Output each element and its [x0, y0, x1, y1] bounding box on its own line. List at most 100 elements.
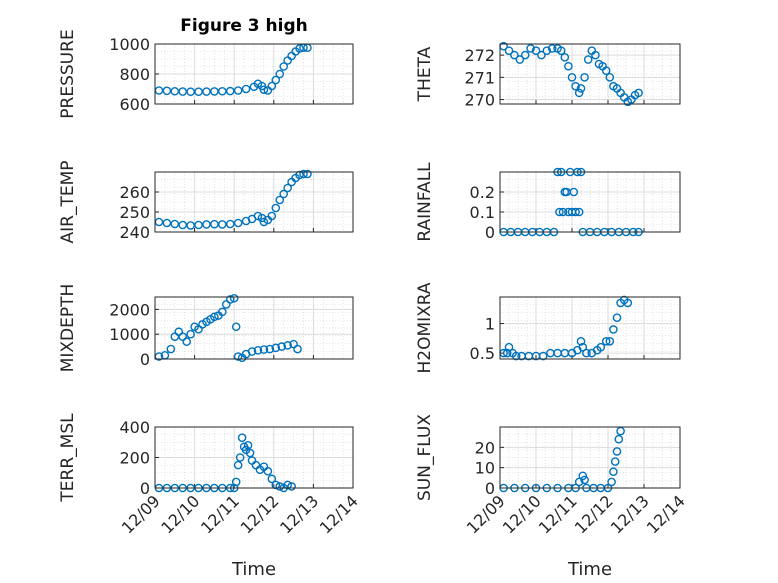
data-point [233, 86, 243, 95]
y-tick-label: 600 [119, 95, 150, 114]
data-point [504, 46, 514, 55]
data-point [538, 351, 548, 361]
y-axis-label: PRESSURE [58, 29, 78, 118]
data-point [526, 44, 535, 53]
data-point [271, 75, 281, 85]
data-point [275, 482, 285, 491]
data-point [218, 307, 227, 317]
data-point [225, 219, 235, 229]
y-axis-label: H2OMIXRA [415, 282, 435, 373]
data-point [634, 88, 643, 98]
data-point [279, 189, 289, 199]
y-tick-label: 0 [485, 223, 495, 242]
y-tick-label: 200 [119, 449, 150, 468]
data-point [210, 219, 219, 229]
data-point [558, 207, 568, 217]
data-point [547, 44, 557, 53]
data-point [287, 482, 296, 491]
figure-title: Figure 3 high [180, 16, 308, 36]
data-point [612, 313, 622, 322]
data-point [605, 73, 615, 82]
panel-pressure: 600 800 1000 PRESSURE [58, 29, 354, 119]
data-point [162, 86, 172, 96]
data-point [271, 203, 281, 213]
data-point [229, 293, 239, 303]
data-point [591, 50, 600, 60]
y-axis-label: RAINFALL [415, 162, 435, 242]
data-point [233, 218, 243, 228]
y-axis-label: SUN_FLUX [415, 414, 435, 501]
x-tick-label: 12/09 [463, 491, 509, 537]
axes-box [499, 426, 681, 489]
data-point [218, 86, 227, 96]
data-point [265, 344, 275, 354]
data-point [225, 86, 235, 96]
data-point [231, 322, 241, 332]
x-tick-label: 12/13 [276, 491, 322, 537]
data-point [564, 61, 573, 71]
data-point [259, 345, 269, 354]
axes-box [154, 171, 354, 233]
data-point [567, 73, 577, 82]
y-tick-label: 10 [475, 459, 495, 478]
data-point [267, 81, 277, 91]
y-tick-label: 1000 [109, 35, 150, 54]
data-point [571, 207, 580, 217]
x-tick-label: 12/13 [607, 491, 653, 537]
y-tick-label: 20 [475, 438, 495, 457]
data-point [283, 480, 292, 490]
data-point [178, 220, 188, 230]
data-point [279, 62, 289, 71]
y-tick-label: 0 [140, 350, 150, 369]
data-point [283, 341, 292, 350]
data-point [210, 87, 219, 96]
y-tick-label: 800 [119, 65, 150, 84]
panel-h2omixra: 0.5 1 H2OMIXRA [415, 282, 681, 374]
y-tick-label: 400 [119, 418, 150, 437]
panel-rainfall: 00.10.2 RAINFALL [415, 162, 681, 242]
data-point [520, 50, 530, 60]
data-point [601, 336, 611, 346]
y-tick-label: 1 [485, 315, 495, 334]
data-point [623, 298, 633, 308]
y-tick-label: 0.5 [470, 344, 495, 363]
data-point [245, 448, 255, 458]
x-axis-label: Time [231, 559, 276, 580]
panel-theta: 270 271 272 THETA [415, 41, 681, 110]
data-point [178, 87, 188, 96]
axes-box [499, 43, 681, 105]
y-tick-label: 2000 [109, 300, 150, 319]
data-point [582, 348, 591, 358]
y-axis-label: MIXDEPTH [58, 284, 78, 373]
axes-box [154, 43, 354, 105]
data-point [601, 66, 611, 75]
data-point [542, 46, 552, 55]
data-point [267, 211, 277, 221]
data-point [293, 344, 302, 354]
y-tick-label: 240 [119, 223, 150, 242]
data-point [170, 219, 180, 229]
panel-terr_msl: 0 200 400 TERR_MSL 12/0912/1012/1112/1212/13… [58, 413, 362, 580]
data-point [578, 471, 588, 481]
data-point [275, 69, 285, 79]
data-point [556, 46, 566, 55]
y-tick-label: 0.2 [470, 183, 495, 202]
axes-box [154, 296, 354, 360]
data-point [560, 53, 570, 62]
data-point [574, 477, 584, 487]
data-point [609, 325, 618, 334]
data-point [574, 207, 584, 217]
data-point [580, 475, 589, 485]
data-point [610, 457, 620, 466]
y-axis-label: TERR_MSL [58, 413, 78, 503]
data-point [267, 474, 277, 484]
data-point [194, 220, 203, 230]
data-point [259, 85, 269, 95]
data-point [263, 466, 273, 476]
panel-sun_flux: 010 20 SUN_FLUX 12/0912/1012/1112/1212/1312… [415, 414, 689, 580]
x-tick-label: 12/14 [643, 491, 689, 537]
data-point [614, 434, 624, 444]
data-point [233, 460, 243, 470]
